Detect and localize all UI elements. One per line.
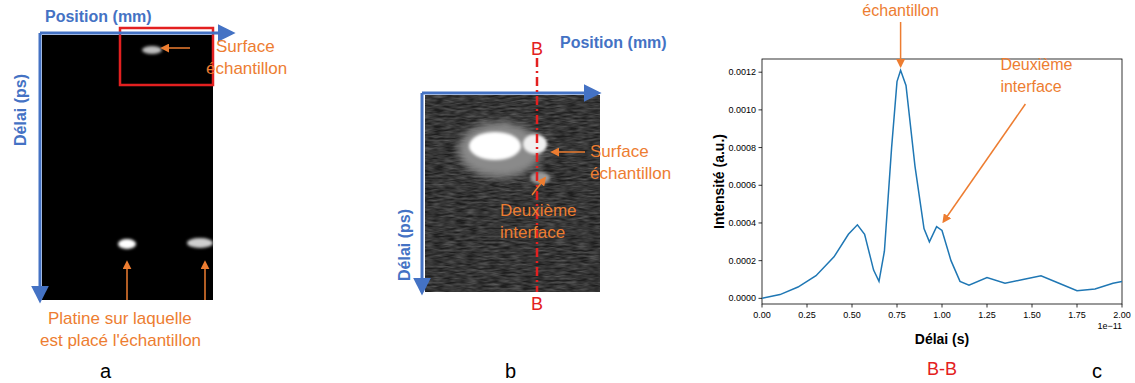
arrow: [552, 151, 585, 153]
y-tick-label: 0.0012: [728, 67, 756, 77]
y-tick-label: 0.0008: [728, 143, 756, 153]
x-tick: [1077, 304, 1078, 308]
annotation: interface: [500, 223, 565, 242]
x-tick: [807, 304, 808, 308]
x-tick-label: 1.75: [1068, 310, 1086, 320]
x-tick-label: 1.50: [1023, 310, 1041, 320]
x-tick: [987, 304, 988, 308]
y-tick: [759, 222, 763, 223]
axis-label: Position (mm): [45, 8, 152, 25]
panel-label: a: [100, 360, 112, 382]
bright-blob: [469, 132, 521, 160]
bright-blob: [530, 172, 550, 184]
cut-label: B: [531, 39, 543, 59]
arrow: [421, 93, 424, 292]
bright-spot: [187, 238, 213, 248]
arrow: [943, 104, 1025, 222]
annotation: échantillon: [590, 164, 671, 183]
x-tick: [852, 304, 853, 308]
annotation: interface: [1000, 78, 1061, 95]
axis-label: Position (mm): [560, 34, 667, 51]
x-tick-label: 1.00: [933, 310, 951, 320]
axis-label: Délai (ps): [12, 74, 29, 146]
x-tick-label: 2.00: [1113, 310, 1131, 320]
highlight-box: [120, 28, 213, 85]
x-tick-label: 0.25: [798, 310, 816, 320]
annotation: échantillon: [862, 2, 939, 19]
arrow: [204, 262, 206, 300]
axis-label: Délai (ps): [396, 209, 413, 281]
bright-spot: [118, 239, 136, 249]
arrow: [39, 33, 42, 300]
scan-image: [425, 95, 600, 292]
x-tick-label: 0.00: [753, 310, 771, 320]
axis-label: Intensité (a.u.): [711, 134, 727, 229]
y-tick: [759, 260, 763, 261]
annotation: échantillon: [206, 59, 287, 78]
x-tick: [1032, 304, 1033, 308]
y-tick-label: 0.0000: [728, 293, 756, 303]
y-tick-label: 0.0010: [728, 105, 756, 115]
cut-label: B: [531, 294, 543, 314]
figure: Position (mm) Délai (ps) Surface échantillo…: [0, 0, 1135, 383]
annotation: Deuxième: [1000, 56, 1072, 73]
x-tick-label: 0.75: [888, 310, 906, 320]
panel-label: b: [505, 360, 516, 382]
x-tick: [1122, 304, 1123, 308]
y-tick-label: 0.0006: [728, 180, 756, 190]
x-tick: [762, 304, 763, 308]
y-tick: [759, 147, 763, 148]
panel-b: B B Position (mm) Délai (ps) Surface échantil…: [396, 34, 671, 382]
annotation: Deuxième: [500, 201, 577, 220]
scan-image: [42, 35, 213, 300]
x-tick-label: 0.50: [843, 310, 861, 320]
arrow: [422, 92, 598, 95]
annotation: Surface: [216, 37, 275, 56]
x-tick-label: 1.25: [978, 310, 996, 320]
plot-lines: [762, 70, 1122, 298]
y-tick: [759, 185, 763, 186]
arrow: [162, 47, 190, 49]
x-tick: [942, 304, 943, 308]
annotation: est placé l'échantillon: [40, 331, 201, 350]
annotation: Platine sur laquelle: [48, 309, 192, 328]
arrow: [40, 32, 232, 35]
scan-noise: [425, 95, 600, 292]
panel-c: 0.00 0.25 0.50 0.75 1.00 1.25 1.50 1.75 2.00 0.00…: [711, 2, 1131, 382]
arrow: [900, 22, 902, 66]
y-tick: [759, 109, 763, 110]
y-tick-label: 0.0002: [728, 256, 756, 266]
annotation: Surface: [590, 142, 649, 161]
arrow: [126, 262, 128, 300]
bright-blob: [523, 134, 547, 154]
y-tick: [759, 298, 763, 299]
y-tick: [759, 72, 763, 73]
panel-a: Position (mm) Délai (ps) Surface échantillo…: [12, 8, 287, 382]
cut-line: [536, 58, 539, 292]
bright-spot: [142, 46, 162, 54]
plot-frame: [762, 59, 1122, 304]
x-tick: [897, 304, 898, 308]
chart-title: B-B: [927, 359, 957, 379]
panel-label: c: [1092, 360, 1102, 382]
arrow: [532, 178, 545, 195]
axis-label: Délai (s): [915, 331, 969, 347]
offset-label: 1e−11: [1097, 321, 1122, 331]
data-line: [762, 70, 1122, 298]
y-tick-label: 0.0004: [728, 218, 756, 228]
